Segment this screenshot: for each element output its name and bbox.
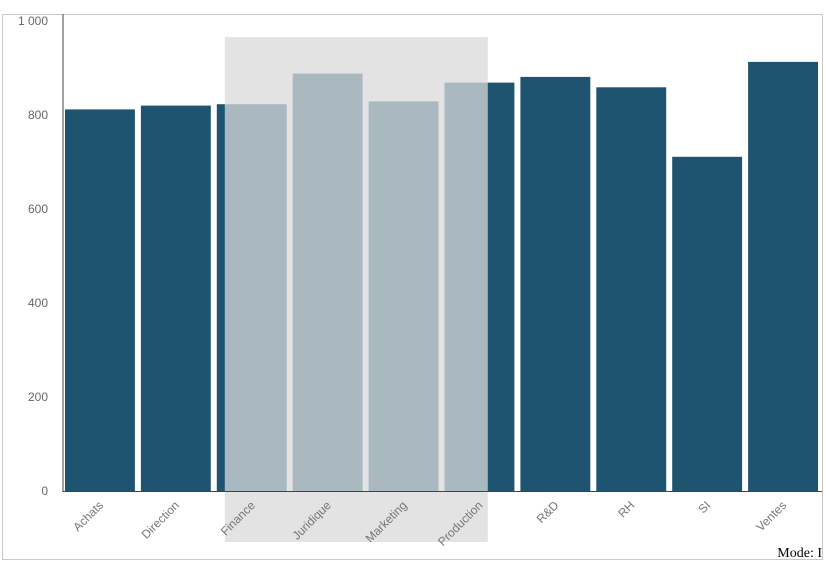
- y-tick-label: 800: [28, 108, 48, 122]
- x-tick-label: Direction: [139, 498, 182, 541]
- y-tick-label: 0: [41, 484, 48, 498]
- chart-frame: [2, 14, 823, 560]
- x-tick-label: Achats: [70, 498, 106, 534]
- bar-direction: [140, 105, 211, 491]
- y-tick-label: 200: [28, 390, 48, 404]
- bar-ventes: [748, 61, 818, 492]
- selection-overlay: [224, 37, 488, 542]
- x-tick-label: R&D: [534, 498, 562, 526]
- y-tick-label: 400: [28, 296, 48, 310]
- x-tick-label: RH: [615, 498, 637, 520]
- bar-achats: [65, 109, 135, 492]
- x-tick-label: Ventes: [753, 498, 789, 534]
- y-tick-label: 1 000: [18, 14, 48, 28]
- x-tick-label: SI: [695, 498, 713, 516]
- bar-si: [672, 156, 743, 492]
- bar-rh: [596, 87, 667, 492]
- y-tick-label: 600: [28, 202, 48, 216]
- bar-r-d: [520, 76, 591, 492]
- mode-label: Mode: I: [777, 546, 822, 561]
